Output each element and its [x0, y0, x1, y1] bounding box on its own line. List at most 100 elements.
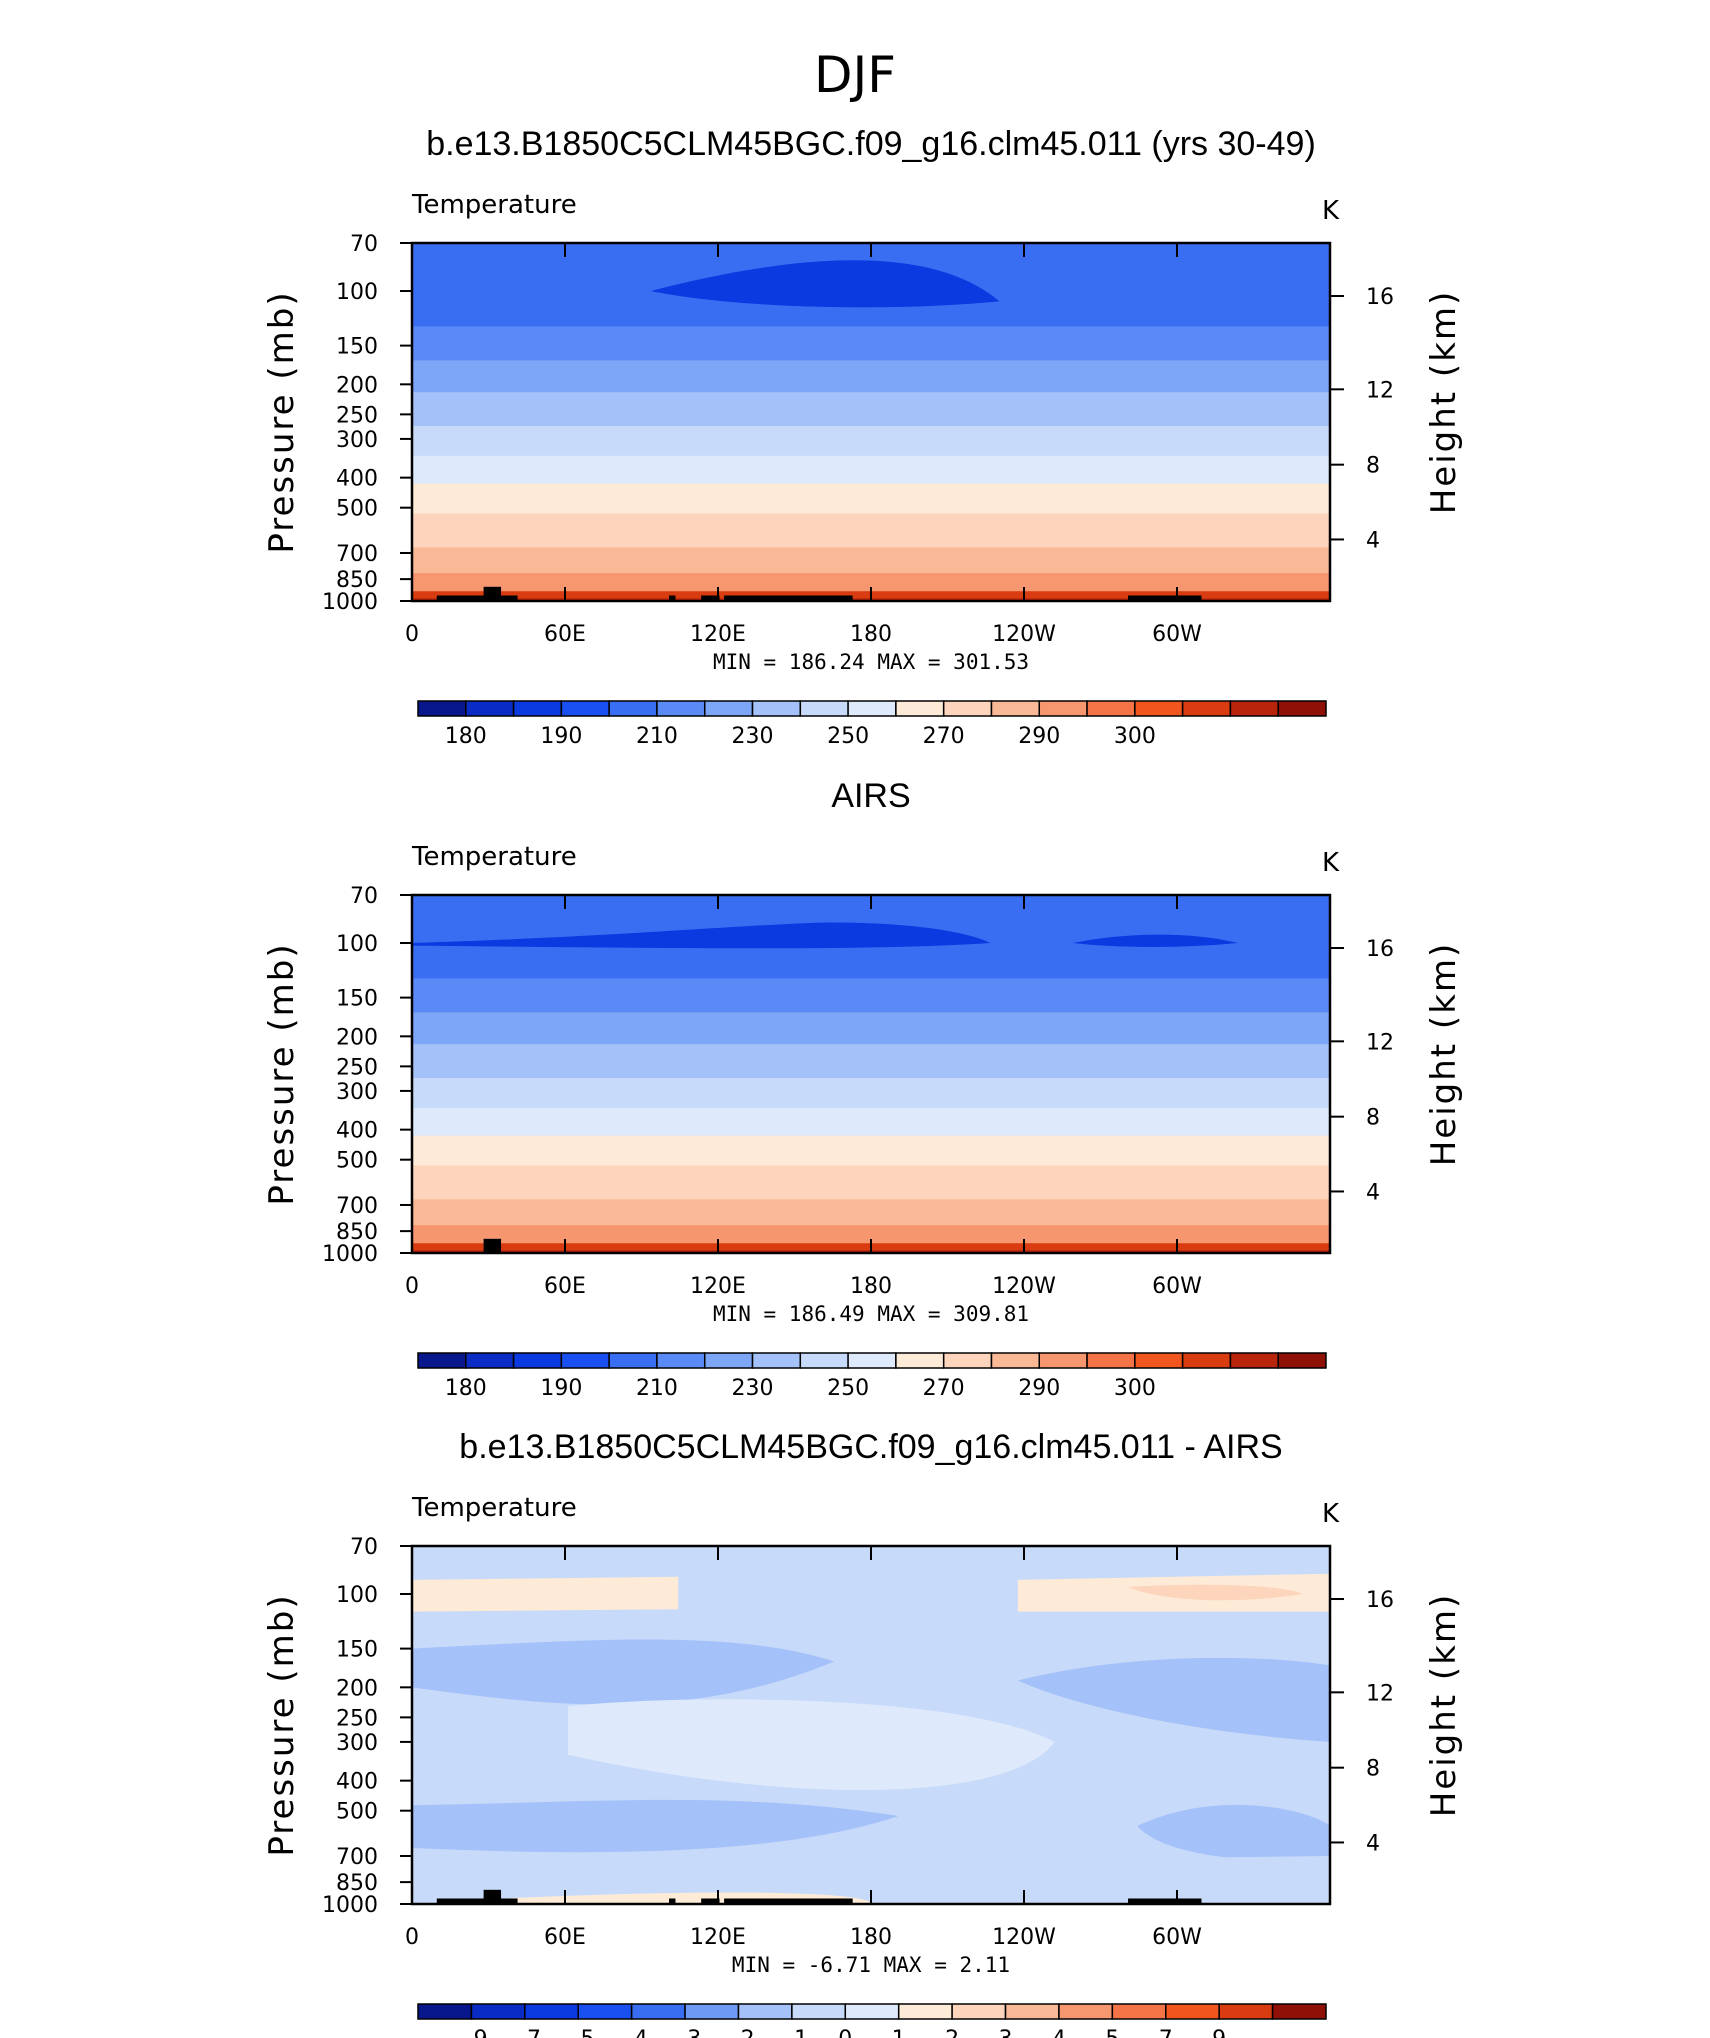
- contour-band: [412, 1227, 1330, 1230]
- contour-band: [412, 1191, 1330, 1194]
- contour-band: [412, 513, 1330, 517]
- contour-band: [412, 1026, 1330, 1029]
- contour-band: [412, 988, 1330, 992]
- panel-title: AIRS: [831, 777, 910, 815]
- contour-band: [412, 483, 1330, 487]
- colorbar-label: −7: [509, 2027, 541, 2038]
- x-tick-label: 0: [405, 622, 419, 647]
- contour-band: [412, 1151, 1330, 1155]
- contour-band: [412, 946, 1330, 950]
- contour-band: [412, 412, 1330, 415]
- y-tick-label: 1000: [322, 1893, 378, 1918]
- contour-band: [412, 1193, 1330, 1196]
- contour-band: [412, 447, 1330, 451]
- contour-band: [412, 485, 1330, 489]
- contour-band: [412, 571, 1330, 574]
- contour-band: [412, 384, 1330, 387]
- contour-band: [412, 1209, 1330, 1212]
- contour-band: [412, 567, 1330, 570]
- y2-tick-label: 16: [1366, 937, 1394, 962]
- contour-band: [412, 958, 1330, 962]
- colorbar-label: 250: [827, 1376, 869, 1401]
- contour-band: [412, 1183, 1330, 1186]
- contour-band: [412, 1143, 1330, 1147]
- y-tick-label: 250: [336, 403, 378, 428]
- x-tick-label: 120W: [992, 1925, 1056, 1950]
- colorbar-label: 230: [732, 724, 774, 749]
- contour-band: [412, 1016, 1330, 1019]
- contour-band: [412, 996, 1330, 1000]
- contour-band: [412, 950, 1330, 954]
- contour-band: [412, 954, 1330, 958]
- contour-band: [412, 1010, 1330, 1013]
- colorbar-swatch: [512, 1352, 563, 1369]
- contour-band: [412, 306, 1330, 310]
- contour-band: [412, 577, 1330, 580]
- contour-field: [412, 1546, 1330, 1904]
- contour-band: [412, 1205, 1330, 1208]
- contour-band: [412, 527, 1330, 530]
- topography-mask: [436, 595, 518, 601]
- x-tick-label: 60E: [544, 1274, 586, 1299]
- colorbar-swatch: [703, 1352, 754, 1369]
- contour-band: [412, 1125, 1330, 1129]
- y2-axis-label: Height (km): [1424, 942, 1464, 1167]
- colorbar-label: 290: [1018, 724, 1060, 749]
- contour-band: [412, 408, 1330, 411]
- colorbar-swatch: [990, 700, 1041, 717]
- contour-band: [412, 1179, 1330, 1182]
- x-tick-label: 120W: [992, 622, 1056, 647]
- contour-band: [412, 1221, 1330, 1224]
- contour-band: [412, 1229, 1330, 1232]
- contour-band: [412, 517, 1330, 521]
- colorbar-label: 9: [1212, 2027, 1226, 2038]
- contour-band: [412, 1062, 1330, 1065]
- y2-tick-label: 4: [1366, 528, 1380, 553]
- contour-band: [412, 1195, 1330, 1198]
- y-tick-label: 1000: [322, 590, 378, 615]
- contour-band: [412, 515, 1330, 519]
- contour-band: [412, 1012, 1330, 1015]
- y-axis-label: Pressure (mb): [262, 1593, 302, 1856]
- contour-band: [412, 499, 1330, 503]
- contour-band: [412, 457, 1330, 461]
- contour-band: [412, 1127, 1330, 1131]
- contour-band: [412, 1074, 1330, 1077]
- topography-mask: [724, 1898, 853, 1904]
- colorbar-swatch: [847, 1352, 897, 1369]
- contour-band: [412, 360, 1330, 363]
- contour-band: [412, 1052, 1330, 1055]
- contour-band: [412, 523, 1330, 527]
- contour-band: [412, 1237, 1330, 1240]
- colorbar-swatch: [417, 1352, 467, 1369]
- contour-band: [412, 340, 1330, 344]
- contour-band: [412, 1034, 1330, 1037]
- contour-band: [412, 491, 1330, 495]
- contour-band: [412, 559, 1330, 562]
- topography-mask: [1128, 595, 1202, 601]
- x-tick-label: 180: [850, 1274, 892, 1299]
- contour-band: [412, 1119, 1330, 1123]
- contour-band: [412, 342, 1330, 346]
- colorbar-swatch: [751, 1352, 802, 1369]
- contour-band: [412, 334, 1330, 338]
- colorbar-swatch: [1271, 2003, 1327, 2020]
- contour-band: [412, 1129, 1330, 1133]
- contour-band: [412, 386, 1330, 389]
- colorbar-swatch: [656, 700, 706, 717]
- contour-band: [412, 1187, 1330, 1190]
- contour-band: [412, 1131, 1330, 1135]
- colorbar-swatch: [751, 700, 802, 717]
- contour-band: [412, 1117, 1330, 1121]
- y-tick-label: 100: [336, 932, 378, 957]
- contour-band: [412, 912, 1330, 916]
- contour-band: [412, 1163, 1330, 1167]
- colorbar-swatch: [791, 2003, 847, 2020]
- contour-region: [412, 1855, 1330, 1890]
- x-tick-label: 120W: [992, 1274, 1056, 1299]
- contour-band: [412, 968, 1330, 972]
- colorbar-swatch: [1058, 2003, 1114, 2020]
- contour-band: [412, 1197, 1330, 1200]
- x-tick-label: 60E: [544, 622, 586, 647]
